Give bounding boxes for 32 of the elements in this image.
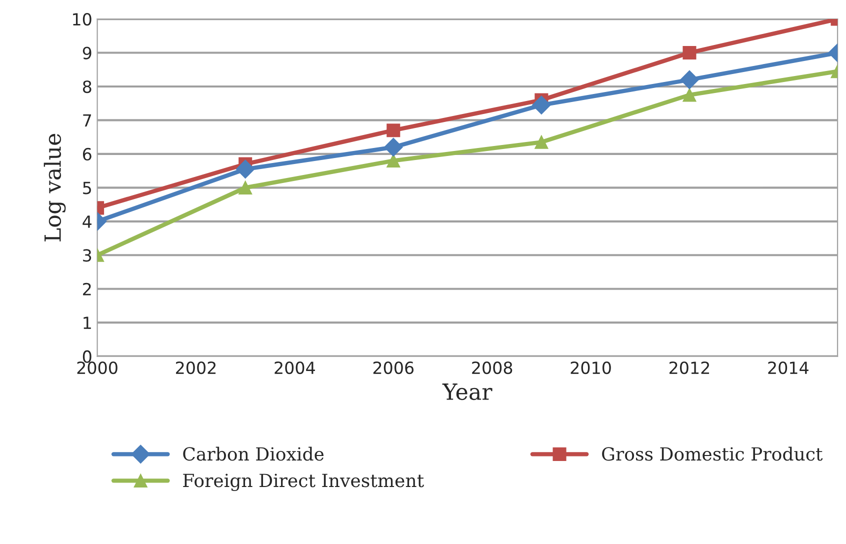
y-tick-label: 1	[84, 316, 91, 329]
y-tick-label: 10	[73, 13, 92, 26]
point	[386, 154, 400, 168]
y-tick-label: 6	[82, 148, 92, 161]
y-tick-label: 7	[83, 114, 92, 127]
x-tick-label: 2006	[373, 361, 414, 374]
y-tick-label: 2	[83, 282, 91, 296]
point	[682, 46, 696, 60]
y-axis-title: Log value	[44, 134, 66, 242]
point	[532, 96, 551, 114]
y-tick-label: 0	[82, 350, 92, 363]
x-tick-label: 2014	[768, 361, 808, 374]
point	[682, 88, 696, 102]
y-tick-label: 3	[83, 249, 92, 262]
x-tick-label: 2002	[176, 361, 216, 374]
legend-label: Carbon Dioxide	[183, 446, 324, 461]
x-tick-label: 2004	[274, 361, 315, 374]
x-tick-label: 2012	[670, 361, 710, 374]
x-tick-label: 2008	[472, 361, 512, 374]
point	[384, 138, 403, 157]
x-tick-label: 2010	[570, 361, 611, 374]
legend-label: Foreign Direct Investment	[183, 474, 424, 492]
y-tick-label: 9	[82, 46, 92, 60]
point	[534, 135, 548, 149]
point	[680, 70, 699, 90]
y-tick-label: 8	[82, 80, 92, 94]
point	[386, 124, 400, 138]
y-tick-label: 5	[83, 182, 91, 194]
y-tick-label: 4	[82, 216, 92, 228]
x-axis-title: Year	[442, 384, 492, 400]
legend-label: Gross Domestic Product	[602, 446, 823, 461]
x-tick-label: 2000	[77, 361, 118, 374]
